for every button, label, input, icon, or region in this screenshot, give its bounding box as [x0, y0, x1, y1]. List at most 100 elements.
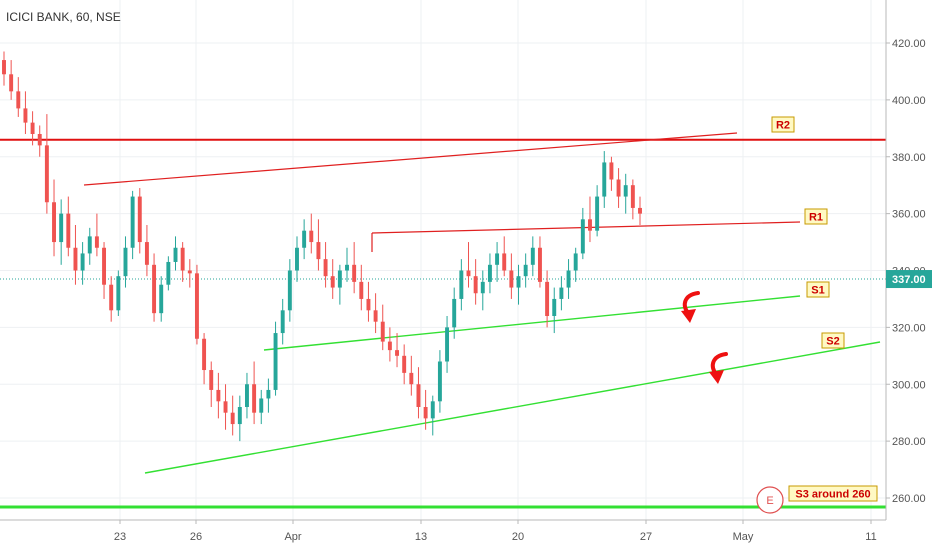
candle-body — [473, 276, 478, 294]
time-axis[interactable]: 23 26 Apr 13 20 27 May 11 — [114, 520, 877, 543]
candle-body — [2, 60, 6, 75]
candle-body — [595, 196, 600, 231]
last-price-badge — [886, 270, 932, 289]
candle-body — [180, 247, 185, 271]
s2-label: S2 — [826, 336, 839, 348]
candle-body — [194, 273, 199, 339]
y-tick-label: 380.00 — [892, 152, 926, 164]
candle-body — [566, 270, 571, 288]
y-tick-label: 300.00 — [892, 379, 926, 391]
candle-body — [523, 264, 528, 277]
candle-body — [638, 207, 642, 214]
candle-body — [87, 236, 92, 254]
candle-body — [323, 259, 328, 277]
candle-body — [30, 122, 35, 134]
candle-body — [295, 247, 299, 271]
x-tick-label: 20 — [512, 531, 524, 543]
candle-body — [630, 185, 635, 208]
candle-body — [216, 389, 221, 402]
candle-body — [252, 384, 257, 413]
y-tick-label: 400.00 — [892, 95, 926, 107]
candle-body — [559, 287, 564, 299]
candle-body — [245, 384, 249, 407]
candle-body — [209, 370, 214, 390]
last-price-label: 337.00 — [892, 274, 926, 286]
candle-body — [509, 270, 514, 288]
r2-label: R2 — [776, 120, 790, 132]
s3-label-box — [788, 485, 878, 502]
candle-body — [423, 407, 428, 419]
price-axis[interactable]: 260.00280.00300.00320.00340.00360.00380.… — [886, 38, 932, 505]
candle-body — [588, 219, 592, 231]
candle-body — [316, 242, 321, 260]
candle-body — [273, 333, 278, 390]
candle-body — [580, 219, 585, 254]
candle-body — [202, 338, 207, 371]
candle-body — [266, 389, 271, 399]
candle-body — [537, 247, 542, 282]
candles — [2, 51, 642, 442]
levels — [0, 132, 886, 509]
x-tick-label: 11 — [865, 531, 876, 543]
candle-body — [159, 284, 164, 314]
candle-body — [495, 253, 500, 265]
candle-body — [66, 213, 71, 248]
s3-label: S3 around 260 — [795, 489, 870, 501]
s2-trendline — [144, 341, 881, 474]
candle-body — [116, 276, 121, 311]
candle-body — [616, 179, 621, 197]
annotations: R2 R1 S1 S2 S3 around 260 E — [681, 116, 878, 514]
s1-label: S1 — [811, 285, 824, 297]
candle-body — [59, 213, 64, 243]
candle-body — [9, 74, 14, 92]
x-tick-label: 26 — [190, 531, 202, 543]
candle-body — [373, 310, 378, 322]
candle-body — [437, 361, 442, 402]
candle-body — [623, 185, 628, 197]
grid — [0, 0, 886, 520]
candle-body — [602, 162, 607, 197]
y-tick-label: 360.00 — [892, 209, 926, 221]
y-tick-label: 420.00 — [892, 38, 926, 50]
candle-body — [37, 134, 42, 146]
candle-body — [502, 253, 507, 271]
candle-body — [366, 298, 371, 311]
candle-body — [352, 264, 357, 282]
chart-title: ICICI BANK, 60, NSE — [6, 10, 121, 24]
candle-body — [416, 384, 421, 407]
candle-body — [280, 310, 285, 334]
candle-body — [445, 327, 450, 362]
y-tick-label: 260.00 — [892, 493, 926, 505]
candle-body — [173, 247, 178, 262]
candle-body — [109, 284, 114, 311]
candle-body — [152, 264, 157, 314]
r2-label-box — [771, 116, 795, 133]
candle-body — [187, 270, 192, 274]
candle-body — [337, 270, 342, 288]
candle-body — [466, 270, 471, 277]
x-tick-label: 27 — [640, 531, 652, 543]
candle-body — [345, 264, 349, 271]
candle-body — [480, 281, 485, 294]
r1-label: R1 — [809, 212, 823, 224]
candle-body — [452, 298, 457, 328]
candle-body — [230, 412, 235, 425]
candle-body — [259, 398, 264, 413]
candle-body — [387, 341, 392, 351]
candle-body — [545, 281, 550, 316]
candle-body — [487, 264, 492, 282]
event-marker[interactable] — [756, 486, 784, 514]
s1-trendline — [263, 295, 801, 351]
candle-body — [302, 230, 307, 248]
down-arrow-s1 — [681, 291, 700, 323]
candle-body — [44, 145, 49, 203]
candle-body — [530, 247, 535, 265]
candle-body — [16, 91, 21, 109]
candle-body — [609, 162, 614, 180]
candle-body — [430, 401, 435, 419]
event-marker-label: E — [766, 495, 773, 507]
candle-body — [552, 298, 557, 316]
candle-body — [223, 401, 228, 413]
